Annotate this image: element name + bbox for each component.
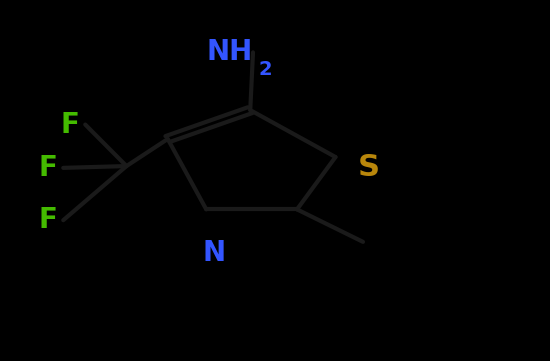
Text: S: S — [358, 153, 379, 182]
Text: 2: 2 — [258, 60, 272, 79]
Text: F: F — [39, 206, 58, 234]
Text: N: N — [203, 239, 226, 267]
Text: NH: NH — [207, 38, 253, 66]
Text: F: F — [61, 110, 80, 139]
Text: F: F — [39, 154, 58, 182]
